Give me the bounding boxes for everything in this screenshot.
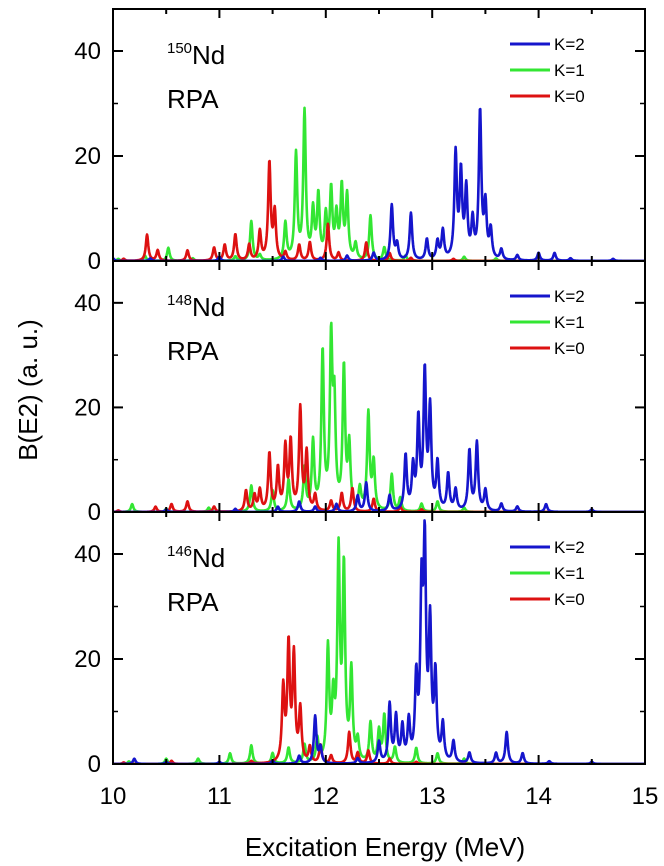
series-line-k1 xyxy=(113,106,645,261)
x-tick-label: 13 xyxy=(419,783,446,810)
legend-label: K=1 xyxy=(554,313,585,332)
legend-label: K=1 xyxy=(554,564,585,583)
panel-nucleus-label: 146Nd xyxy=(167,543,225,573)
y-tick-label: 40 xyxy=(74,38,101,65)
panel-method-label: RPA xyxy=(167,84,219,114)
panel-148-nd: 0 20 40 148Nd RPA K=2 K=1 K=0 xyxy=(74,260,646,526)
mass-number: 148 xyxy=(167,292,192,309)
curves-group xyxy=(113,106,645,261)
y-tick-label: 20 xyxy=(74,646,101,673)
panel-nucleus-label: 148Nd xyxy=(167,292,225,322)
y-axis-title: B(E2) (a. u.) xyxy=(13,319,43,461)
x-axis-title: Excitation Energy (MeV) xyxy=(245,832,525,862)
x-tick-label: 14 xyxy=(525,783,552,810)
y-tick-label: 20 xyxy=(74,394,101,421)
series-line-k2 xyxy=(113,107,645,261)
element-symbol: Nd xyxy=(192,40,225,70)
series-line-k0 xyxy=(113,402,645,512)
x-tick-label: 11 xyxy=(207,783,232,810)
panel-method-label: RPA xyxy=(167,587,219,617)
y-tick-label: 0 xyxy=(88,751,101,778)
y-tick-label: 0 xyxy=(88,499,101,526)
legend-label: K=0 xyxy=(554,339,585,358)
x-tick-label: 15 xyxy=(632,783,659,810)
panel-146-nd: 0 20 40 146Nd RPA K=2 K=1 K=0 xyxy=(74,511,646,778)
x-tick-label: 10 xyxy=(100,783,127,810)
y-tick-label: 40 xyxy=(74,541,101,568)
element-symbol: Nd xyxy=(192,292,225,322)
series-line-k0 xyxy=(113,159,645,261)
panel-method-label: RPA xyxy=(167,336,219,366)
legend-label: K=2 xyxy=(554,287,585,306)
legend-label: K=0 xyxy=(554,590,585,609)
legend-label: K=1 xyxy=(554,61,585,80)
x-tick-label: 12 xyxy=(312,783,339,810)
mass-number: 146 xyxy=(167,543,192,560)
panel-150-nd: 0 20 40 150Nd RPA K=2 K=1 K=0 xyxy=(74,8,646,275)
y-tick-label: 40 xyxy=(74,290,101,317)
mass-number: 150 xyxy=(167,40,192,57)
y-tick-label: 0 xyxy=(88,248,101,275)
series-line-k2 xyxy=(113,363,645,512)
element-symbol: Nd xyxy=(192,543,225,573)
panel-nucleus-label: 150Nd xyxy=(167,40,225,70)
y-tick-label: 20 xyxy=(74,143,101,170)
legend-label: K=2 xyxy=(554,538,585,557)
legend-label: K=0 xyxy=(554,87,585,106)
legend-label: K=2 xyxy=(554,35,585,54)
